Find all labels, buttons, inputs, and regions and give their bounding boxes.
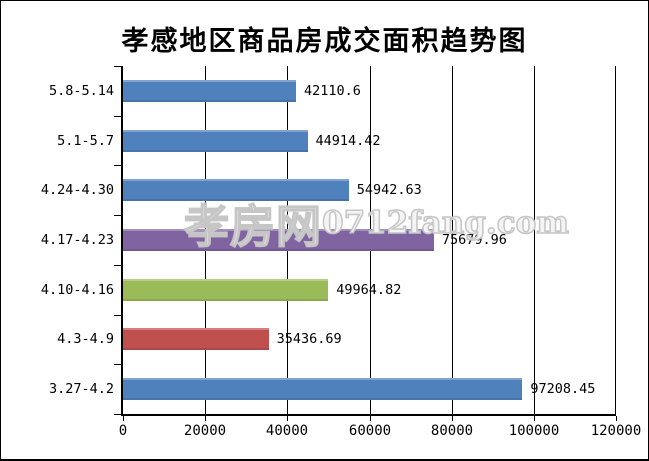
bar-4.24-4.30 bbox=[123, 179, 349, 202]
category-label: 5.1-5.7 bbox=[57, 132, 114, 149]
bar-value-label: 75679.96 bbox=[441, 231, 507, 248]
bar-value-label: 35436.69 bbox=[276, 331, 342, 348]
x-axis-tick bbox=[287, 416, 288, 421]
x-tick-label: 40000 bbox=[265, 423, 309, 439]
gridline bbox=[452, 66, 453, 414]
bar-value-label: 49964.82 bbox=[336, 281, 402, 298]
category-label: 3.27-4.2 bbox=[48, 381, 114, 398]
bar-4.17-4.23 bbox=[123, 228, 434, 251]
y-axis-tick bbox=[114, 116, 121, 117]
x-tick-label: 20000 bbox=[183, 423, 227, 439]
bar-row: 35436.69 bbox=[123, 315, 616, 365]
y-axis-tick bbox=[114, 66, 121, 67]
chart-title: 孝感地区商品房成交面积趋势图 bbox=[121, 26, 528, 56]
bar-3.27-4.2 bbox=[123, 378, 523, 401]
y-axis-category-labels: 5.8-5.14 5.1-5.7 4.24-4.30 4.17-4.23 4.10-4.… bbox=[1, 66, 114, 414]
bar-4.10-4.16 bbox=[123, 278, 329, 301]
x-tick-label: 100000 bbox=[508, 423, 560, 439]
x-axis-tick bbox=[534, 416, 535, 421]
x-axis-tick bbox=[452, 416, 453, 421]
category-label: 5.8-5.14 bbox=[48, 82, 114, 99]
x-axis-tick bbox=[205, 416, 206, 421]
bar-value-label: 54942.63 bbox=[356, 182, 422, 199]
category-label: 4.10-4.16 bbox=[40, 281, 114, 298]
bar-row: 75679.96 bbox=[123, 215, 616, 265]
x-tick-label: 0 bbox=[118, 423, 128, 439]
plot-area: 42110.6 44914.42 54942.63 75679.96 49964.82 3… bbox=[121, 66, 616, 416]
y-axis-tick bbox=[114, 364, 121, 365]
x-tick-label: 120000 bbox=[590, 423, 642, 439]
y-axis-tick bbox=[114, 315, 121, 316]
category-label: 4.3-4.9 bbox=[57, 331, 114, 348]
category-label: 4.17-4.23 bbox=[40, 232, 114, 248]
bar-value-label: 42110.6 bbox=[304, 82, 361, 99]
bar-row: 42110.6 bbox=[123, 66, 616, 116]
bar-value-label: 44914.42 bbox=[315, 132, 381, 149]
bar-row: 44914.42 bbox=[123, 116, 616, 166]
x-tick-label: 60000 bbox=[348, 423, 392, 439]
x-tick-label: 80000 bbox=[430, 423, 474, 439]
bar-5.1-5.7 bbox=[123, 129, 308, 152]
bar-row: 97208.45 bbox=[123, 364, 616, 414]
y-axis-tick bbox=[114, 265, 121, 266]
category-label: 4.24-4.30 bbox=[40, 182, 114, 199]
bar-value-label: 97208.45 bbox=[530, 381, 596, 398]
bar-row: 54942.63 bbox=[123, 165, 616, 215]
gridline bbox=[615, 66, 616, 414]
x-axis-tick bbox=[370, 416, 371, 421]
gridline bbox=[534, 66, 535, 414]
bar-4.3-4.9 bbox=[123, 328, 269, 351]
y-axis-tick bbox=[114, 165, 121, 166]
x-axis-tick bbox=[123, 416, 124, 421]
bar-row: 49964.82 bbox=[123, 265, 616, 315]
x-axis-tick bbox=[616, 416, 617, 421]
bar-5.8-5.14 bbox=[123, 79, 296, 102]
y-axis-tick bbox=[114, 215, 121, 216]
y-axis-tick bbox=[114, 414, 121, 415]
